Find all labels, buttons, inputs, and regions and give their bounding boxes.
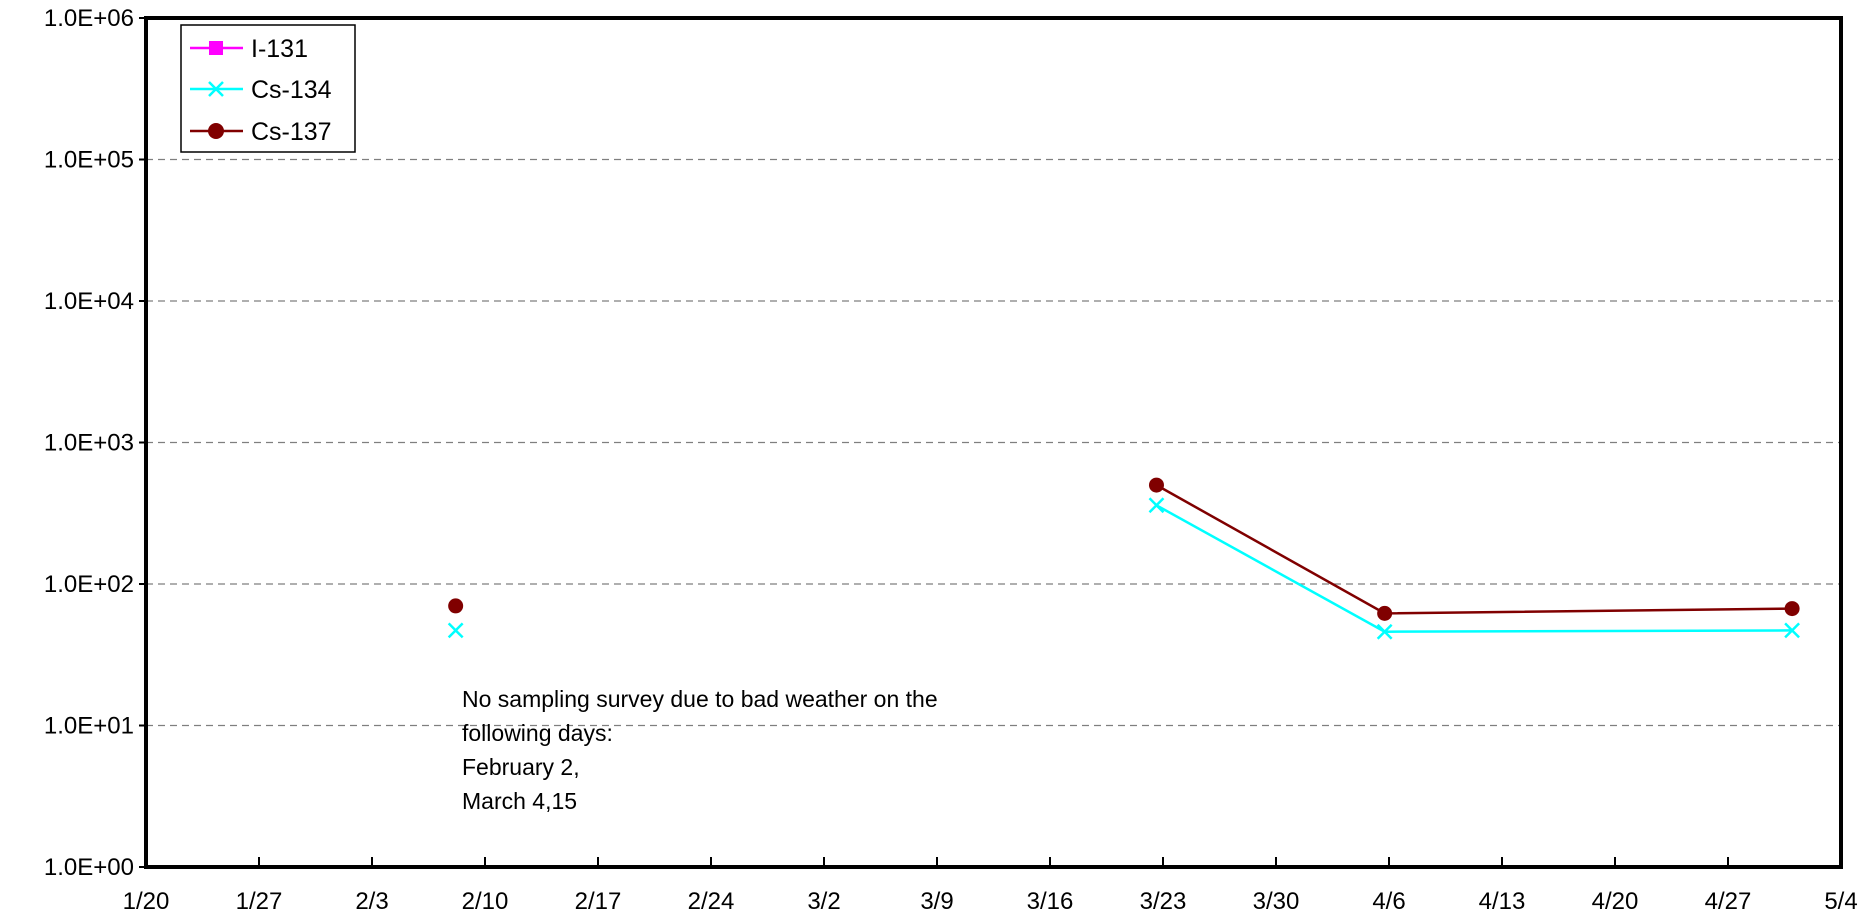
legend-item-cs-137: Cs-137: [190, 118, 332, 146]
legend-item-cs-134: Cs-134: [190, 76, 332, 104]
y-tick-label: 1.0E+02: [44, 571, 134, 598]
gridlines: [146, 158, 1841, 727]
y-tick-label: 1.0E+00: [44, 854, 134, 881]
x-tick-label: 3/2: [807, 888, 840, 915]
x-tick-label: 3/30: [1253, 888, 1300, 915]
annotation-line-4: March 4,15: [462, 788, 577, 814]
series-group: [447, 477, 1800, 640]
series-cs-134: [447, 497, 1800, 640]
y-tick-label: 1.0E+04: [44, 288, 134, 315]
annotation-line-3: February 2,: [462, 754, 580, 780]
x-axis-ticks: 1/20 1/27 2/3 2/10 2/17 2/24 3/2 3/9 3/16 3/23 3/3…: [123, 857, 1858, 915]
legend-square-marker-icon: [209, 41, 223, 55]
x-tick-label: 1/27: [236, 888, 283, 915]
point-cs-137-2: [1377, 605, 1393, 621]
point-cs-137-3: [1784, 601, 1800, 617]
point-cs-134-3: [1784, 622, 1800, 639]
y-tick-label: 1.0E+05: [44, 147, 134, 174]
legend: I-131 Cs-134 Cs-137: [180, 24, 356, 153]
point-cs-137-1: [1148, 477, 1164, 493]
y-axis-ticks: 1.0E+00 1.0E+01 1.0E+02 1.0E+03 1.0E+04 1.0E+…: [44, 5, 146, 881]
plot-area-border: [144, 16, 1843, 869]
point-cs-137-0: [448, 598, 464, 614]
x-tick-label: 2/17: [575, 888, 622, 915]
annotation-line-1: No sampling survey due to bad weather on…: [462, 686, 938, 712]
series-cs-137: [448, 477, 1800, 621]
x-tick-label: 1/20: [123, 888, 170, 915]
x-tick-label: 3/23: [1140, 888, 1187, 915]
legend-x-marker-icon: [208, 81, 224, 97]
x-tick-label: 3/9: [920, 888, 953, 915]
point-cs-134-0: [447, 622, 464, 639]
legend-item-i-131: I-131: [190, 35, 308, 63]
x-tick-label: 4/6: [1372, 888, 1405, 915]
x-tick-label: 4/20: [1592, 888, 1639, 915]
legend-circle-marker-icon: [208, 123, 224, 139]
y-tick-label: 1.0E+01: [44, 713, 134, 740]
point-cs-134-2: [1376, 623, 1393, 640]
legend-label-cs-134: Cs-134: [251, 76, 332, 104]
x-tick-label: 4/13: [1479, 888, 1526, 915]
y-tick-label: 1.0E+03: [44, 430, 134, 457]
annotation-line-2: following days:: [462, 720, 613, 746]
y-tick-label: 1.0E+06: [44, 5, 134, 32]
point-cs-134-1: [1148, 497, 1165, 514]
x-tick-label: 4/27: [1705, 888, 1752, 915]
x-tick-label: 5/4: [1824, 888, 1857, 915]
annotation-note: No sampling survey due to bad weather on…: [462, 686, 944, 814]
x-tick-label: 2/3: [355, 888, 388, 915]
x-tick-label: 3/16: [1027, 888, 1074, 915]
x-tick-label: 2/10: [462, 888, 509, 915]
legend-label-i-131: I-131: [251, 35, 308, 63]
legend-label-cs-137: Cs-137: [251, 118, 332, 146]
x-tick-label: 2/24: [688, 888, 735, 915]
